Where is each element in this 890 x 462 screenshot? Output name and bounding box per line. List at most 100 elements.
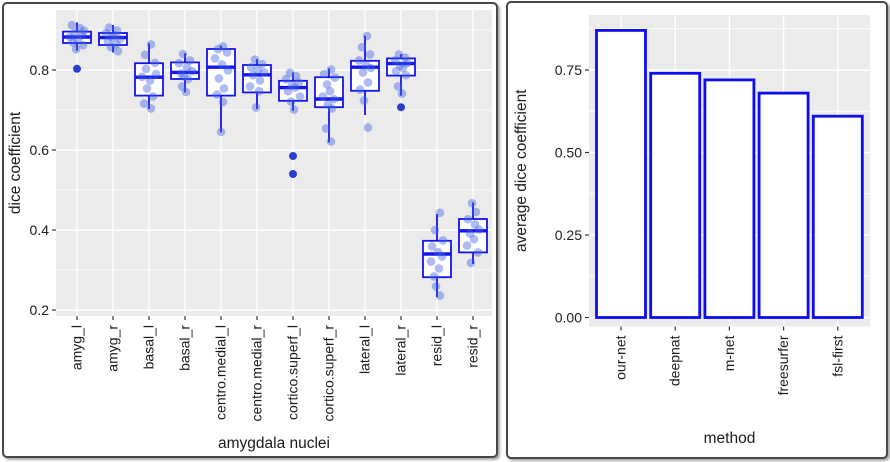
jitter-point [150, 58, 160, 68]
boxplot-amyg_r [98, 25, 128, 53]
box-iqr [242, 64, 272, 94]
boxplot-cortico.superf_l [278, 72, 308, 111]
boxplot-resid_l [422, 214, 452, 298]
jitter-point [113, 46, 123, 56]
y-tick-label: 0.6 [30, 142, 50, 158]
x-tick-label: resid_r [465, 325, 481, 368]
jitter-point [75, 23, 85, 33]
y-axis-title: dice coefficient [7, 111, 24, 214]
jitter-point [397, 89, 407, 98]
jitter-point [148, 92, 158, 101]
jitter-point [354, 56, 364, 65]
jitter-point [142, 84, 152, 93]
jitter-point [222, 48, 232, 57]
jitter-point [462, 241, 472, 250]
x-tick-label: amyg_l [69, 325, 85, 370]
jitter-point [65, 32, 75, 42]
boxplot-centro.medial_r [242, 59, 272, 109]
jitter-point [212, 90, 222, 99]
plot-panel [56, 10, 492, 316]
x-tick-label: deepnat [667, 335, 683, 386]
bar-deepnat [649, 71, 702, 319]
bar-freesurfer [757, 91, 810, 319]
jitter-point [281, 74, 291, 84]
jitter-point [295, 92, 305, 101]
jitter-point [363, 78, 373, 87]
jitter-point [366, 63, 376, 73]
jitter-point [319, 69, 329, 79]
bar-our-net [595, 28, 647, 319]
x-tick-label: cortico.superf_l [285, 325, 301, 420]
x-tick-label: freesurfer [775, 335, 791, 395]
box-iqr [278, 79, 308, 102]
jitter-point [217, 60, 227, 69]
x-tick-label: basal_l [141, 325, 157, 369]
jitter-point [219, 84, 229, 93]
jitter-point [474, 225, 484, 234]
x-tick-label: fsl-first [829, 335, 845, 376]
jitter-point [434, 264, 444, 273]
x-tick-label: resid_l [429, 325, 445, 366]
jitter-point [146, 104, 156, 113]
x-tick-label: our-net [613, 335, 629, 379]
jitter-point [285, 68, 295, 78]
box-iqr [134, 62, 164, 97]
jitter-point [359, 96, 369, 105]
jitter-point [325, 86, 335, 96]
jitter-point [213, 44, 223, 54]
jitter-point [181, 87, 191, 97]
jitter-point [363, 123, 373, 132]
jitter-point [111, 39, 121, 49]
jitter-point [103, 37, 113, 46]
jitter-point [218, 42, 228, 51]
y-tick-label: 0.25 [555, 227, 582, 243]
jitter-point [73, 35, 83, 44]
outlier-point [289, 152, 297, 160]
jitter-point [176, 69, 186, 78]
x-tick-label: lateral_r [393, 325, 409, 376]
box-iqr [314, 76, 344, 109]
boxplot-basal_l [134, 43, 164, 109]
bar-fsl-first [811, 114, 864, 319]
jitter-point [70, 28, 80, 38]
boxplot-resid_r [458, 202, 488, 264]
jitter-point [214, 74, 224, 83]
jitter-point [362, 31, 372, 41]
x-tick-label: m-net [721, 335, 737, 371]
jitter-point [318, 92, 328, 101]
y-axis-title: average dice coefficient [513, 89, 530, 252]
jitter-point [437, 252, 447, 261]
jitter-point [179, 72, 189, 81]
x-tick-label: centro.medial_l [213, 325, 229, 420]
jitter-point [435, 208, 445, 218]
box-iqr [422, 239, 452, 279]
jitter-point [254, 86, 264, 96]
jitter-point [290, 83, 300, 92]
jitter-point [174, 58, 184, 68]
outlier-point [397, 103, 405, 112]
jitter-point [400, 53, 410, 62]
box-iqr [458, 218, 488, 254]
jitter-point [394, 50, 404, 59]
jitter-point [248, 70, 258, 80]
jitter-point [246, 62, 256, 72]
jitter-point [178, 49, 188, 59]
jitter-point [430, 225, 440, 235]
jitter-point [329, 94, 339, 104]
jitter-point [470, 220, 480, 229]
jitter-point [218, 97, 228, 107]
jitter-point [467, 198, 477, 208]
y-tick-label: 0.2 [30, 302, 50, 318]
jitter-point [137, 72, 147, 82]
jitter-point [245, 82, 255, 91]
jitter-point [67, 20, 77, 30]
boxplot-lateral_l [350, 35, 380, 115]
jitter-point [463, 214, 473, 224]
jitter-point [141, 64, 151, 74]
jitter-point [210, 54, 220, 63]
box-iqr [206, 48, 236, 97]
jitter-point [107, 32, 117, 42]
x-tick-label: centro.medial_r [249, 325, 265, 422]
left-figure-frame: 0.2 0.4 0.6 0.8 amyg_l amyg_r basal_l basal_r ce… [2, 2, 498, 458]
jitter-point [253, 65, 263, 75]
